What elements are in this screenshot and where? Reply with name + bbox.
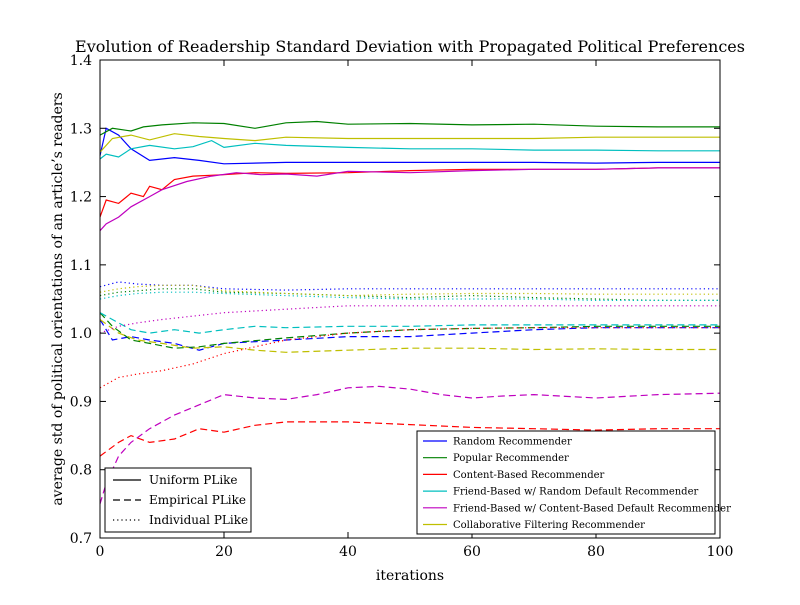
series-line-2	[99, 167, 720, 218]
series-line-10	[99, 385, 721, 505]
plike-legend-label: Empirical PLike	[149, 493, 246, 507]
x-tick-label: 100	[707, 544, 734, 560]
recommender-legend-label: Popular Recommender	[453, 453, 569, 464]
series-line-8	[99, 421, 720, 457]
y-tick-label: 1.2	[70, 190, 92, 206]
recommender-legend-label: Collaborative Filtering Recommender	[453, 520, 645, 531]
y-tick-label: 1.3	[70, 121, 92, 137]
series-line-5	[99, 133, 720, 153]
y-tick-label: 1.1	[70, 258, 92, 274]
series-line-0	[99, 127, 720, 165]
recommender-legend-label: Content-Based Recommender	[453, 470, 605, 481]
series-line-7	[99, 312, 720, 349]
recommender-legend-box	[416, 430, 716, 535]
x-tick-label: 0	[96, 544, 105, 560]
plike-legend-label: Individual PLike	[149, 513, 248, 527]
series-line-1	[99, 120, 720, 136]
y-tick-label: 0.9	[70, 394, 92, 410]
y-tick-label: 0.7	[70, 531, 92, 547]
series-line-15	[99, 291, 720, 301]
y-tick-label: 1.0	[70, 326, 92, 342]
x-tick-label: 40	[339, 544, 357, 560]
series-layer	[99, 120, 721, 505]
plot-frame	[99, 59, 721, 539]
plike-legend: Uniform PLike Empirical PLike Individual P…	[104, 467, 252, 533]
x-axis-label: iterations	[376, 568, 444, 584]
series-line-4	[99, 167, 720, 232]
series-line-11	[99, 319, 720, 353]
recommender-legend-label: Friend-Based w/ Content-Based Default Re…	[453, 503, 731, 514]
series-line-16	[99, 305, 720, 334]
series-line-17	[99, 284, 720, 297]
recommender-legend-label: Friend-Based w/ Random Default Recommend…	[453, 487, 698, 498]
recommender-legend-label: Random Recommender	[453, 437, 572, 448]
plike-legend-label: Uniform PLike	[149, 473, 238, 487]
y-axis-label: average std of political orientations of…	[50, 92, 66, 505]
series-line-3	[99, 139, 720, 160]
chart-title: Evolution of Readership Standard Deviati…	[75, 37, 745, 56]
x-tick-label: 20	[215, 544, 233, 560]
series-line-9	[99, 312, 720, 334]
y-tick-label: 0.8	[70, 463, 92, 479]
y-tick-label: 1.4	[70, 53, 92, 69]
series-line-12	[99, 281, 720, 291]
ticks-layer: 0 20 40 60 80 100 0.7 0.8 0.9 1.0 1.1 1.2 1.3 1.4	[70, 53, 734, 560]
series-line-6	[99, 319, 720, 351]
x-tick-label: 80	[587, 544, 605, 560]
recommender-legend: Random Recommender Popular Recommender Con…	[416, 430, 731, 535]
x-tick-label: 60	[463, 544, 481, 560]
